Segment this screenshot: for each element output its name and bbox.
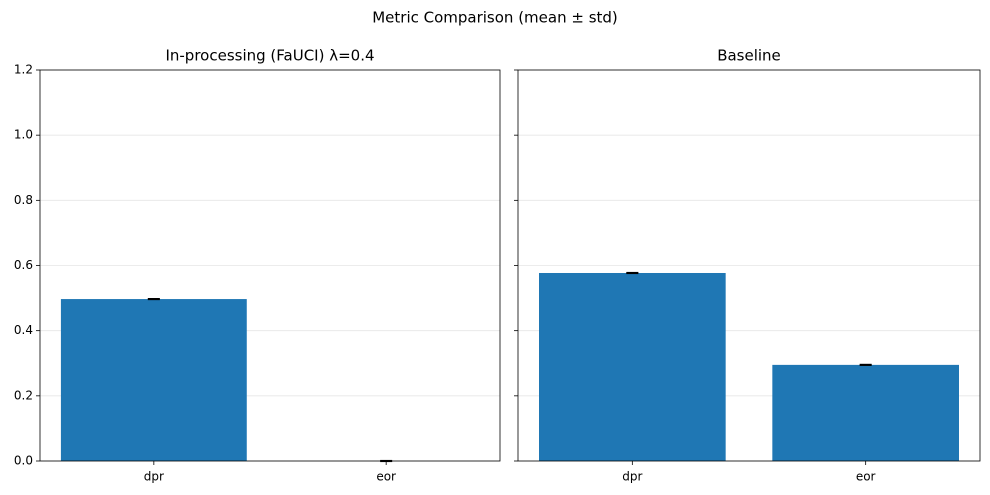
x-tick-label: eor (856, 470, 876, 484)
error-bar (859, 363, 872, 366)
y-tick-label: 0.8 (14, 193, 33, 207)
figure-title: Metric Comparison (mean ± std) (372, 9, 618, 27)
error-bar (147, 297, 160, 301)
x-tick-label: eor (376, 470, 396, 484)
y-tick-label: 1.2 (14, 63, 33, 77)
y-tick-label: 1.0 (14, 128, 33, 142)
subplot-title: Baseline (717, 47, 781, 65)
axes-frame (517, 69, 981, 462)
axes-frame (39, 69, 501, 462)
bar (539, 272, 726, 461)
error-bar (626, 271, 639, 275)
y-tick-label: 0.2 (14, 388, 33, 402)
y-tick-label: 0.6 (14, 258, 33, 272)
x-tick-label: dpr (144, 470, 164, 484)
bar (60, 299, 247, 461)
subplot-title: In-processing (FaUCI) λ=0.4 (165, 47, 374, 65)
bar (772, 364, 959, 461)
y-tick-label: 0.0 (14, 454, 33, 468)
y-tick-label: 0.4 (14, 323, 33, 337)
x-tick-label: dpr (622, 470, 642, 484)
